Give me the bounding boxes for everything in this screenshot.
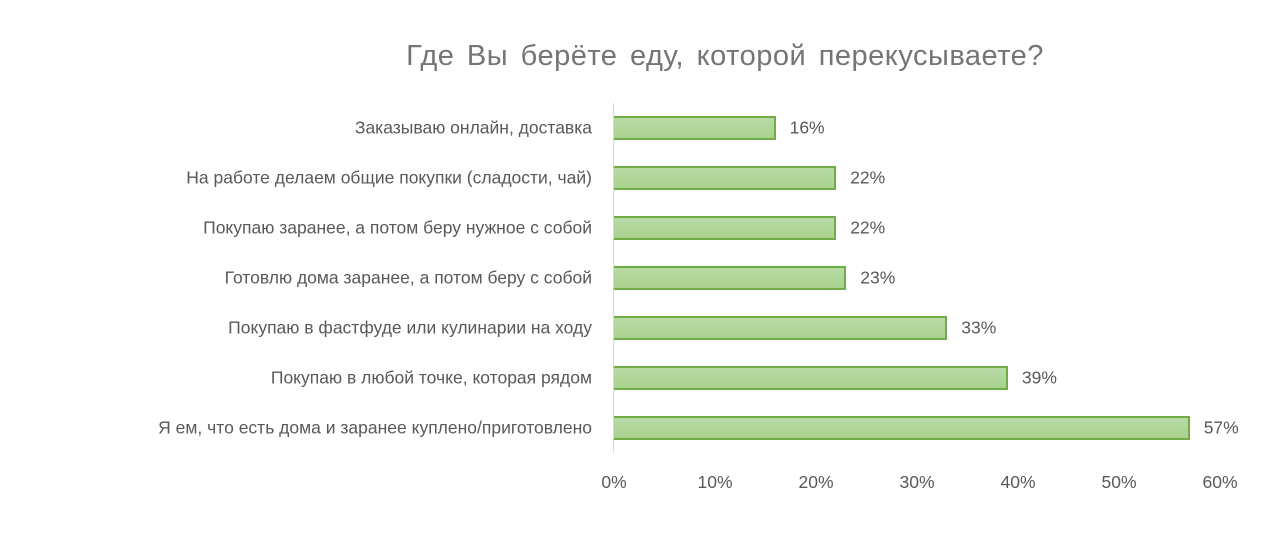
chart-title: Где Вы берёте еду, которой перекусываете…: [406, 40, 1044, 72]
x-tick-label: 20%: [798, 472, 834, 492]
category-label: Готовлю дома заранее, а потом беру с соб…: [224, 267, 592, 288]
value-label: 16%: [789, 117, 825, 138]
bar: [614, 366, 1008, 390]
x-tick-label: 40%: [1000, 472, 1036, 492]
value-label: 39%: [1021, 367, 1057, 388]
category-label: Покупаю в любой точке, которая рядом: [270, 367, 592, 388]
x-tick-label: 60%: [1202, 472, 1238, 492]
category-label: Заказываю онлайн, доставка: [354, 117, 592, 138]
bar: [614, 216, 837, 240]
value-label: 33%: [961, 317, 997, 338]
value-label: 22%: [850, 167, 886, 188]
bar: [614, 266, 847, 290]
value-label: 57%: [1203, 417, 1239, 438]
category-label: Покупаю заранее, а потом беру нужное с с…: [203, 217, 592, 238]
x-tick-label: 30%: [899, 472, 935, 492]
value-label: 23%: [860, 267, 896, 288]
x-tick-label: 0%: [601, 472, 627, 492]
x-tick-label: 50%: [1101, 472, 1137, 492]
bar: [614, 316, 948, 340]
category-label: Я ем, что есть дома и заранее куплено/пр…: [158, 417, 592, 438]
category-axis-line: [613, 103, 614, 453]
bar: [614, 166, 837, 190]
bar: [614, 416, 1190, 440]
category-label: На работе делаем общие покупки (сладости…: [186, 167, 592, 188]
x-tick-label: 10%: [697, 472, 733, 492]
category-label: Покупаю в фастфуде или кулинарии на ходу: [228, 317, 592, 338]
bar: [614, 116, 776, 140]
value-label: 22%: [850, 217, 886, 238]
